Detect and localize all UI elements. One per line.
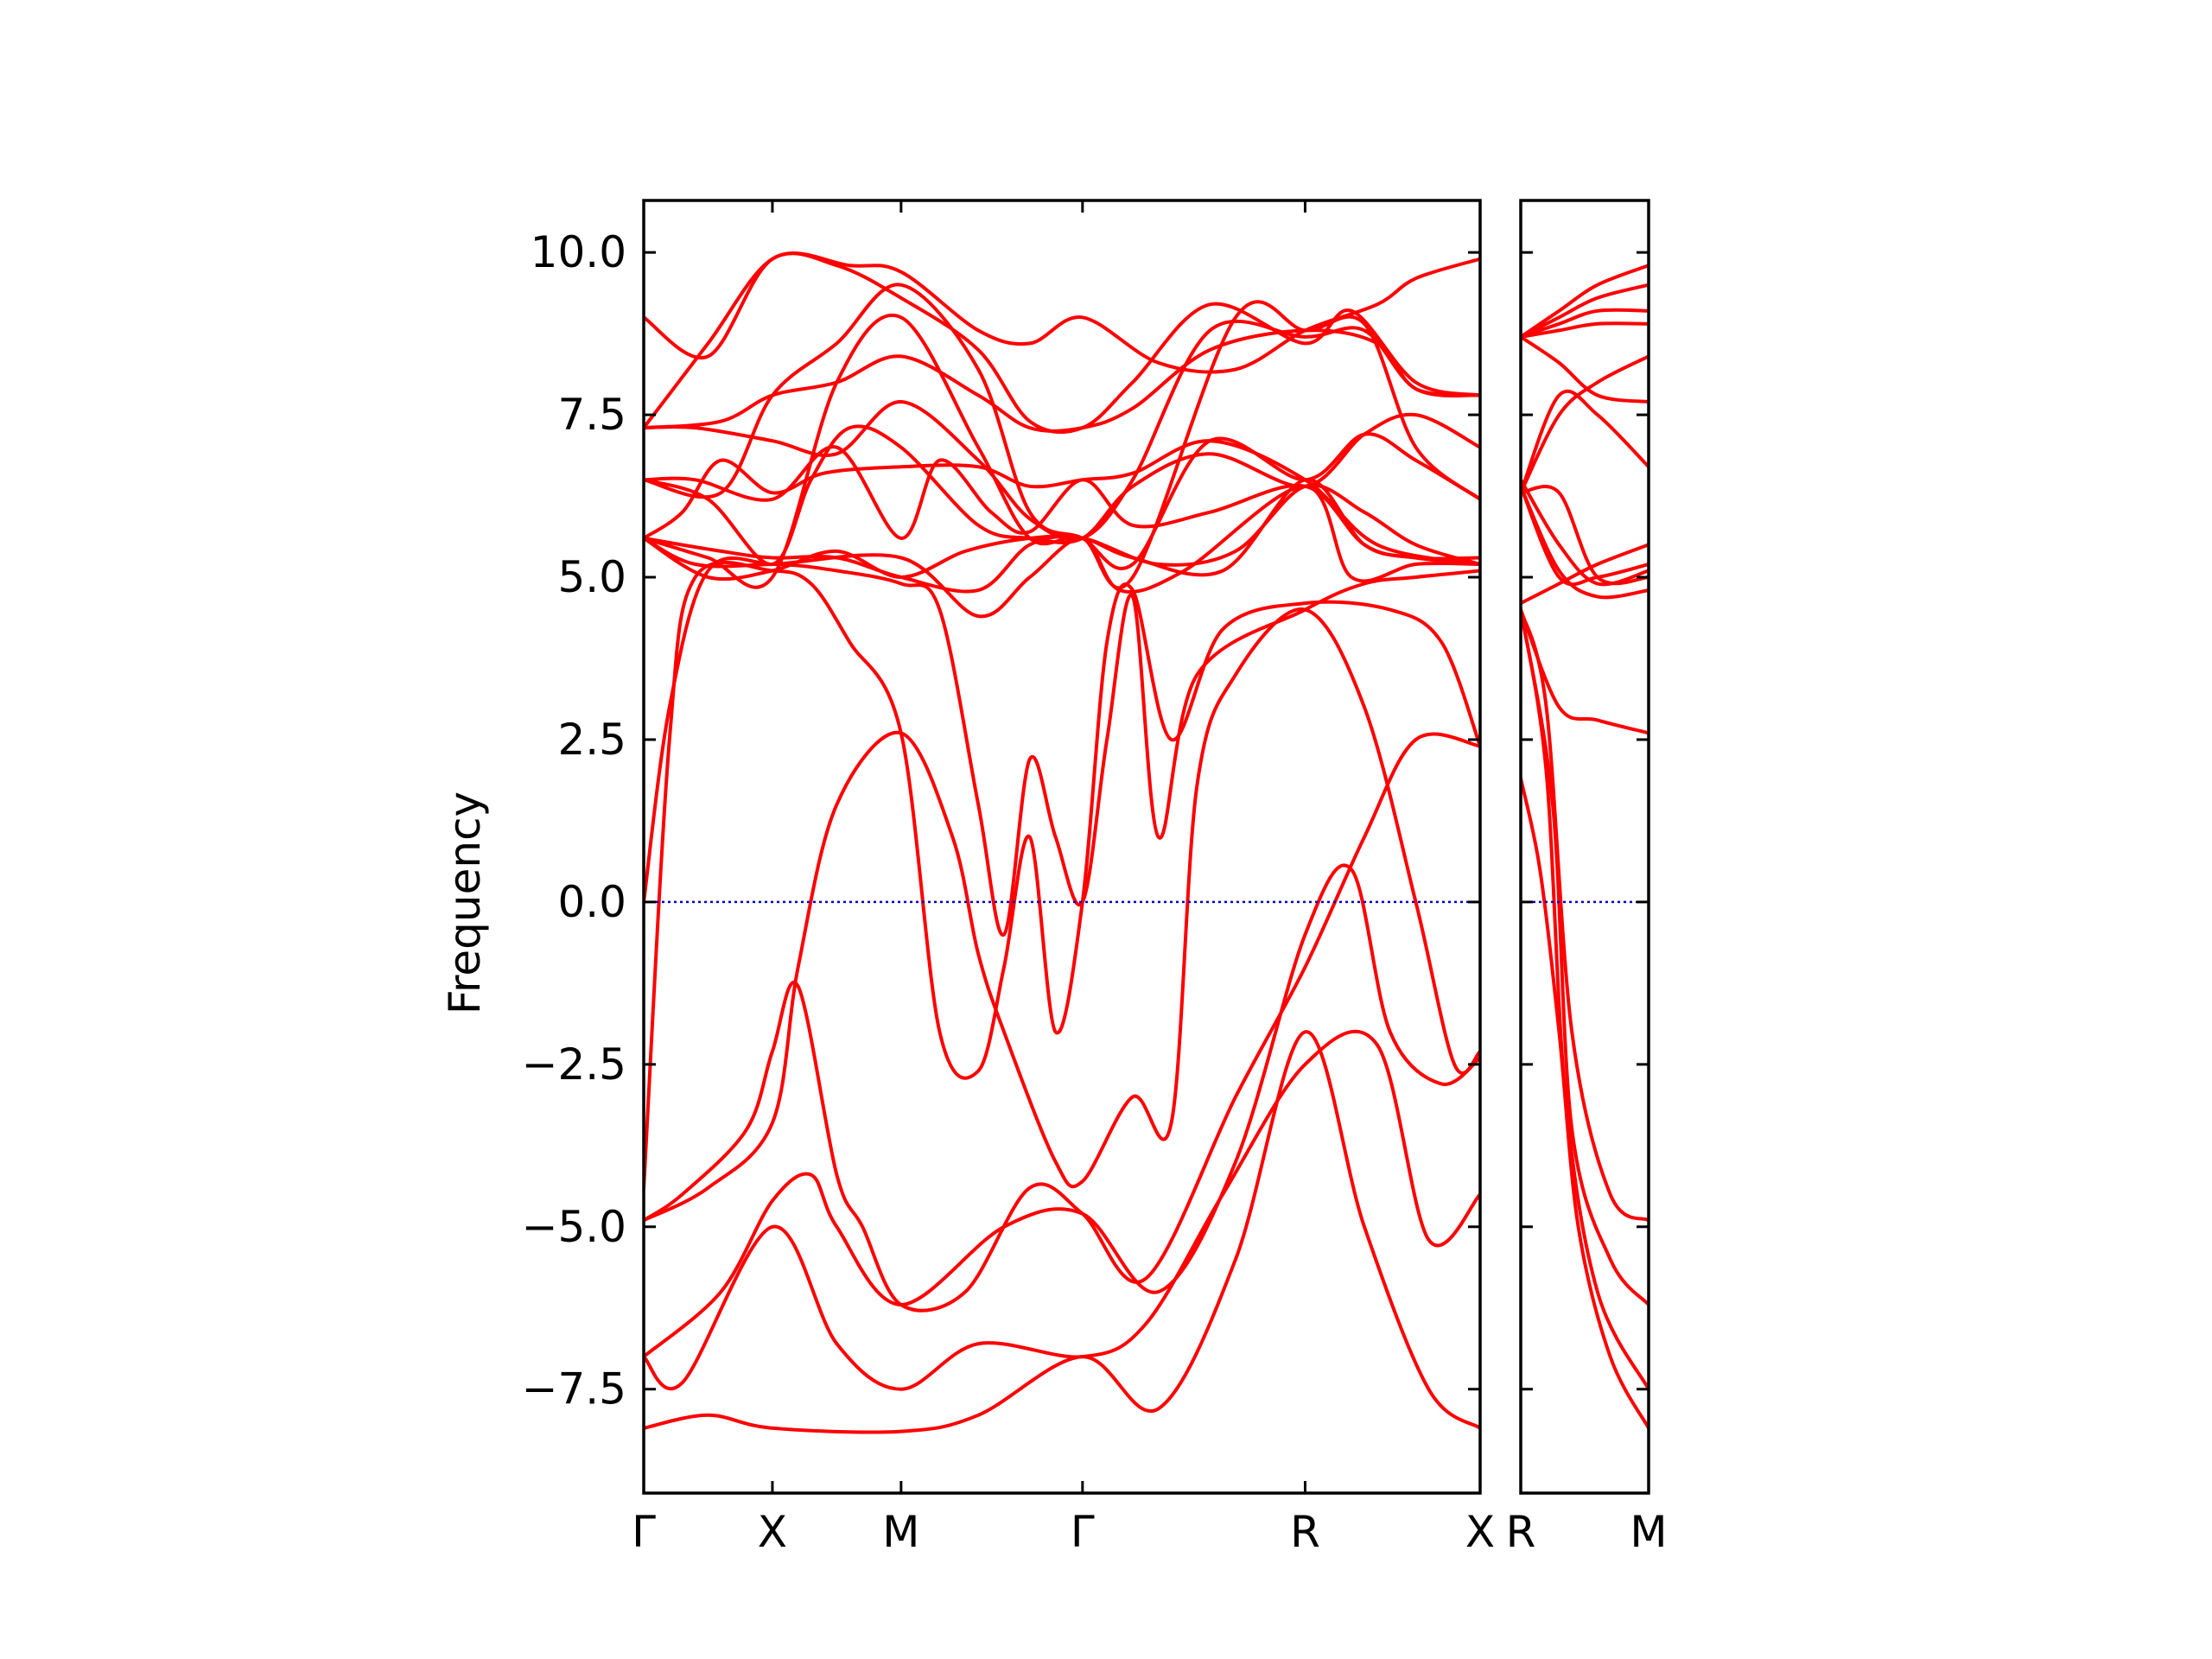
plot-frame [642,199,1482,1495]
y-tick-label: −7.5 [522,1364,626,1414]
y-tick-label: −5.0 [522,1202,626,1252]
band-line-right-6 [1521,543,1649,606]
band-line-left-1 [644,1030,1480,1434]
band-line-right-11 [1521,354,1649,495]
band-line-left-4 [644,732,1480,1313]
band-line-right-15 [1521,308,1649,339]
band-line-right-13 [1521,334,1649,404]
band-line-left-18 [644,283,1480,571]
band-group-left [644,251,1480,1434]
band-line-left-3 [644,863,1480,1359]
band-line-left-12 [644,445,1480,561]
band-line-left-2 [644,1029,1480,1391]
band-line-left-17 [644,251,1480,434]
band-line-right-16 [1521,283,1649,339]
x-tick-label: Γ [1071,1507,1095,1557]
band-line-right-10 [1521,485,1649,586]
x-tick-label: Γ [632,1507,656,1557]
y-axis-label: Frequency [440,791,490,1014]
band-line-left-14 [644,319,1480,542]
x-tick-label: R [1290,1507,1320,1557]
band-line-right-12 [1521,389,1649,495]
plot-frame [1519,199,1650,1495]
band-line-right-4 [1521,607,1649,1223]
x-tick-label: X [1465,1507,1495,1557]
band-line-right-9 [1521,478,1649,587]
y-tick-label: 0.0 [557,877,626,927]
x-tick-label: R [1506,1507,1536,1557]
band-line-right-8 [1521,484,1649,587]
band-line-left-15 [644,328,1480,433]
x-tick-label: M [1630,1507,1667,1557]
x-tick-label: M [882,1507,919,1557]
band-line-right-5 [1521,607,1649,735]
plot-panels: −7.5−5.0−2.50.02.55.07.510.0Γ X M Γ R X R M [522,199,1668,1557]
band-line-right-17 [1521,264,1649,339]
band-line-left-5 [644,607,1480,1223]
band-line-right-3 [1521,607,1649,1306]
band-line-left-10 [644,483,1480,594]
y-tick-label: 10.0 [531,227,626,277]
x-tick-label: X [758,1507,787,1557]
y-tick-label: 2.5 [557,715,626,765]
y-tick-label: 5.0 [557,552,626,602]
band-line-left-11 [644,412,1480,567]
band-line-right-14 [1521,321,1649,339]
band-group-right [1521,264,1649,1430]
y-tick-label: −2.5 [522,1039,626,1090]
y-tick-label: 7.5 [557,390,626,440]
panel-left: −7.5 −5.0 −2.5 0.0 2.5 5.0 7.5 10.0 Γ X M Γ R X [522,199,1495,1557]
band-line-left-19 [644,300,1480,590]
band-line-left-6 [644,561,1480,1190]
